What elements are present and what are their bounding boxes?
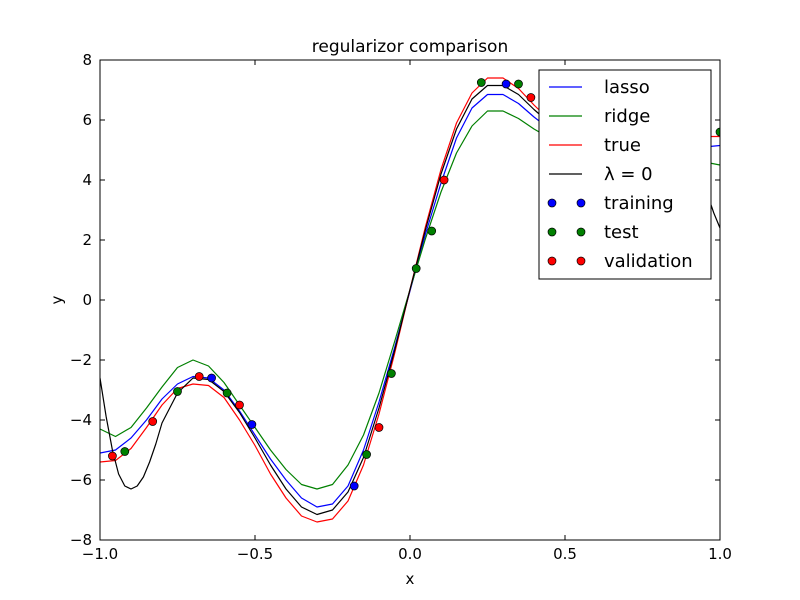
y-tick-label: 0 [82,291,92,309]
y-tick-label: 4 [82,171,92,189]
data-point-test [476,78,486,87]
y-tick-label: −4 [70,411,92,429]
y-tick-label: −8 [70,531,92,549]
legend-label-ridge: ridge [604,106,650,127]
data-point-test [411,264,421,273]
legend-swatch-validation [547,256,557,266]
x-tick-label: −0.5 [237,545,273,563]
data-point-training [349,481,359,491]
data-point-test [222,388,232,398]
series-layer [100,77,720,523]
legend-label-training: training [604,193,674,214]
legend-label-true: true [604,135,641,156]
data-point-validation [148,417,158,426]
data-point-validation [526,93,536,102]
chart-title: regularizor comparison [312,37,508,57]
legend-swatch-test [547,227,557,237]
x-tick-label: 0.0 [398,545,422,563]
data-point-test [362,450,371,459]
legend-label-test: test [604,222,639,243]
y-tick-label: 6 [82,111,92,129]
legend-label-validation: validation [604,251,693,272]
data-point-test [120,447,130,456]
data-point-validation [108,451,117,461]
x-tick-label: 0.5 [553,545,577,563]
y-tick-label: −6 [70,471,92,489]
legend-swatch-training [576,198,586,208]
data-point-test [173,387,182,396]
x-tick-label: −1.0 [82,545,118,563]
y-tick-label: −2 [70,351,92,369]
data-point-test [514,79,523,89]
legend-label-lasso: lasso [604,77,650,98]
legend-label-lambda-0: λ = 0 [604,164,653,185]
data-point-test [387,369,396,378]
data-point-test [427,226,437,236]
legend-swatch-validation [576,256,586,266]
data-point-training [247,420,257,429]
y-axis-label: y [48,295,66,304]
x-axis-label: x [406,570,415,588]
data-point-test [715,127,720,137]
data-point-training [207,373,216,383]
legend-swatch-training [547,198,557,208]
data-point-training [501,79,511,89]
axis-ticks: −1.0 −0.5 0.0 0.5 1.0 −8 −6 −4 −2 0 2 4 6 8 [70,51,732,563]
y-tick-label: 2 [82,231,92,249]
data-point-validation [439,175,449,185]
data-point-validation [374,423,384,432]
data-point-validation [235,400,244,410]
legend: lasso ridge true λ = 0 training test validatio… [538,69,712,280]
x-tick-label: 1.0 [708,545,732,563]
legend-swatch-test [576,227,586,237]
y-tick-label: 8 [82,51,92,69]
data-point-validation [194,372,204,381]
